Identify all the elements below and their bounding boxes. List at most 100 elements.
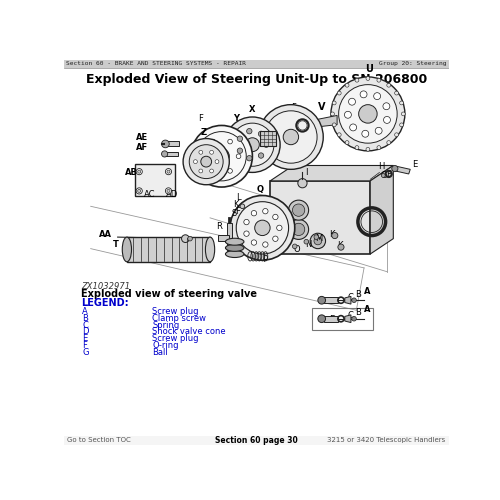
Circle shape [231,123,274,166]
Circle shape [138,190,141,192]
Text: W: W [254,119,264,128]
Text: C: C [347,312,353,320]
Text: F: F [291,104,296,112]
Text: X: X [249,105,256,114]
Text: E: E [412,160,417,170]
Circle shape [215,160,219,164]
Circle shape [366,148,370,151]
Circle shape [338,244,344,250]
Circle shape [292,223,305,235]
Circle shape [191,126,252,187]
Circle shape [167,190,170,192]
Circle shape [182,235,190,242]
Circle shape [318,296,326,304]
Circle shape [262,242,268,247]
Text: LEGEND:: LEGEND: [80,298,128,308]
Text: B: B [355,290,360,298]
Circle shape [383,103,390,110]
Text: AC: AC [144,190,156,198]
Text: R: R [216,222,222,231]
Circle shape [400,123,404,127]
Ellipse shape [226,250,244,258]
Text: C: C [347,293,353,302]
Circle shape [350,124,356,131]
Circle shape [345,84,349,87]
Text: B: B [82,314,88,322]
Circle shape [330,112,334,116]
Circle shape [240,204,244,208]
Circle shape [251,240,256,245]
Circle shape [167,170,170,173]
Circle shape [199,150,202,154]
Text: AA: AA [98,230,112,238]
Circle shape [332,232,338,238]
Circle shape [402,112,405,116]
Text: Go to Section TOC: Go to Section TOC [67,438,130,444]
Circle shape [244,220,249,225]
Circle shape [210,169,214,173]
Circle shape [374,92,380,100]
Circle shape [362,130,369,137]
Bar [127,237,210,262]
Circle shape [288,200,308,220]
Circle shape [384,116,390,123]
Circle shape [162,140,169,148]
Text: K: K [233,200,238,208]
Text: Exploded View of Steering Unit-Up to SN 206800: Exploded View of Steering Unit-Up to SN … [86,73,427,86]
Text: A: A [82,306,88,316]
Circle shape [272,236,278,242]
Text: D: D [330,296,336,306]
Circle shape [237,136,242,141]
Text: Spring: Spring [152,320,180,330]
Circle shape [183,138,230,184]
Circle shape [394,91,398,95]
Circle shape [262,208,268,214]
Circle shape [246,128,252,134]
Text: Ball: Ball [152,348,168,357]
Circle shape [392,166,398,172]
Text: Section 60 - BRAKE AND STEERING SYSTEMS - REPAIR: Section 60 - BRAKE AND STEERING SYSTEMS … [66,62,246,66]
Circle shape [332,101,336,105]
Text: D: D [82,328,88,336]
Text: Screw plug: Screw plug [152,306,199,316]
Text: H: H [378,162,384,171]
Circle shape [230,196,295,260]
Bar [260,131,276,146]
Circle shape [210,150,214,154]
Bar [164,152,177,156]
Circle shape [237,148,242,154]
Text: AF: AF [136,144,148,152]
Text: Clamp screw: Clamp screw [152,314,206,322]
Ellipse shape [226,238,244,245]
Ellipse shape [206,237,214,262]
Text: Section 60 page 30: Section 60 page 30 [215,436,298,445]
Ellipse shape [122,237,132,262]
Text: 3215 or 3420 Telescopic Handlers: 3215 or 3420 Telescopic Handlers [328,438,446,444]
Circle shape [331,77,405,151]
Circle shape [400,101,404,105]
Text: AB: AB [126,168,138,177]
Text: G: G [82,348,88,357]
Text: B: B [355,308,360,317]
Text: K: K [330,230,335,238]
Circle shape [310,233,326,248]
Circle shape [199,169,202,173]
Circle shape [332,123,336,127]
Text: F: F [234,206,240,216]
Circle shape [352,298,356,302]
Circle shape [264,111,317,163]
Text: Shock valve cone: Shock valve cone [152,328,226,336]
Text: Q: Q [256,185,264,194]
Circle shape [304,240,308,244]
Circle shape [211,168,216,173]
Circle shape [228,140,232,144]
Circle shape [246,156,252,161]
Circle shape [166,168,172,174]
Circle shape [258,131,264,136]
Circle shape [276,225,282,230]
Circle shape [138,170,141,173]
Circle shape [264,142,269,148]
Text: T: T [114,240,119,248]
Circle shape [338,84,397,143]
Circle shape [258,104,323,170]
